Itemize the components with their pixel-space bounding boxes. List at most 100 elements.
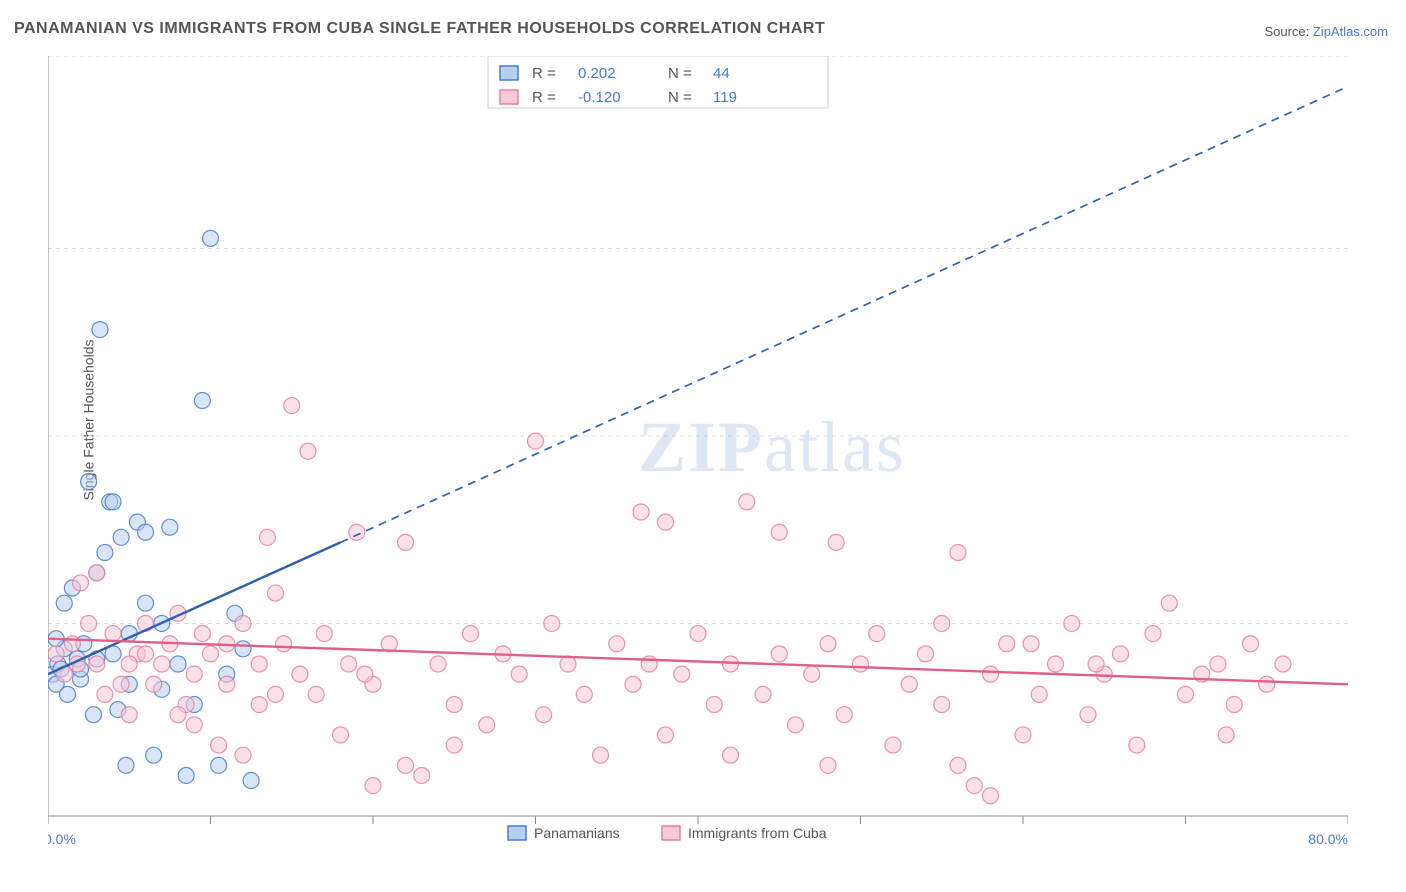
scatter-point <box>674 666 690 682</box>
scatter-point <box>60 686 76 702</box>
scatter-point <box>934 615 950 631</box>
scatter-point <box>154 656 170 672</box>
scatter-point <box>430 656 446 672</box>
scatter-point <box>138 524 154 540</box>
scatter-point <box>804 666 820 682</box>
legend-bottom-label: Panamanians <box>534 825 620 841</box>
scatter-point <box>1129 737 1145 753</box>
scatter-point <box>357 666 373 682</box>
scatter-point <box>706 697 722 713</box>
scatter-point <box>146 676 162 692</box>
scatter-point <box>235 615 251 631</box>
scatter-point <box>950 757 966 773</box>
scatter-point <box>398 757 414 773</box>
trend-line-dashed <box>341 86 1349 542</box>
scatter-point <box>97 686 113 702</box>
legend-swatch <box>500 66 518 80</box>
scatter-point <box>983 666 999 682</box>
scatter-point <box>89 656 105 672</box>
scatter-point <box>1243 636 1259 652</box>
scatter-point <box>56 595 72 611</box>
scatter-point <box>934 697 950 713</box>
scatter-point <box>885 737 901 753</box>
scatter-point <box>186 666 202 682</box>
scatter-point <box>820 636 836 652</box>
legend-bottom-swatch <box>662 826 680 840</box>
scatter-point <box>284 398 300 414</box>
scatter-point <box>528 433 544 449</box>
scatter-point <box>771 646 787 662</box>
legend-bottom-swatch <box>508 826 526 840</box>
scatter-point <box>1259 676 1275 692</box>
scatter-point <box>48 646 64 662</box>
legend-n-label: N = <box>668 65 692 82</box>
scatter-point <box>446 737 462 753</box>
scatter-point <box>836 707 852 723</box>
legend-r-label: R = <box>532 65 556 82</box>
scatter-point <box>97 545 113 561</box>
source-link[interactable]: ZipAtlas.com <box>1313 24 1388 39</box>
scatter-point <box>950 545 966 561</box>
scatter-point <box>625 676 641 692</box>
scatter-point <box>1015 727 1031 743</box>
x-max-label: 80.0% <box>1308 831 1348 846</box>
scatter-point <box>251 697 267 713</box>
scatter-point <box>658 727 674 743</box>
scatter-point <box>398 534 414 550</box>
scatter-point <box>300 443 316 459</box>
scatter-point <box>113 529 129 545</box>
scatter-point <box>544 615 560 631</box>
scatter-point <box>235 747 251 763</box>
legend-n-value: 44 <box>713 65 730 82</box>
scatter-point <box>219 676 235 692</box>
scatter-point <box>1178 686 1194 702</box>
scatter-point <box>820 757 836 773</box>
scatter-point <box>869 626 885 642</box>
scatter-point <box>243 773 259 789</box>
scatter-point <box>576 686 592 702</box>
scatter-point <box>121 707 137 723</box>
legend-n-label: N = <box>668 89 692 106</box>
scatter-point <box>203 230 219 246</box>
scatter-point <box>121 656 137 672</box>
scatter-point <box>170 707 186 723</box>
trend-line-solid <box>48 542 341 674</box>
scatter-point <box>788 717 804 733</box>
scatter-point <box>92 322 108 338</box>
scatter-point <box>560 656 576 672</box>
scatter-point <box>316 626 332 642</box>
scatter-point <box>690 626 706 642</box>
x-min-label: 0.0% <box>48 831 76 846</box>
scatter-point <box>918 646 934 662</box>
scatter-point <box>211 737 227 753</box>
legend-r-value: -0.120 <box>578 89 621 106</box>
scatter-point <box>771 524 787 540</box>
scatter-point <box>414 767 430 783</box>
scatter-point <box>138 595 154 611</box>
legend-n-value: 119 <box>713 89 737 106</box>
correlation-scatter-chart: 3.8%7.5%11.2%15.0%0.0%80.0%R =0.202N =44… <box>48 56 1348 846</box>
scatter-point <box>81 474 97 490</box>
scatter-point <box>194 626 210 642</box>
scatter-point <box>479 717 495 733</box>
legend-r-value: 0.202 <box>578 65 616 82</box>
scatter-point <box>251 656 267 672</box>
scatter-point <box>1088 656 1104 672</box>
legend-r-label: R = <box>532 89 556 106</box>
scatter-point <box>966 778 982 794</box>
scatter-point <box>593 747 609 763</box>
scatter-point <box>1145 626 1161 642</box>
scatter-point <box>1218 727 1234 743</box>
scatter-point <box>113 676 129 692</box>
scatter-point <box>259 529 275 545</box>
scatter-point <box>1080 707 1096 723</box>
scatter-point <box>658 514 674 530</box>
scatter-point <box>138 646 154 662</box>
scatter-point <box>268 686 284 702</box>
scatter-point <box>755 686 771 702</box>
scatter-point <box>292 666 308 682</box>
scatter-point <box>203 646 219 662</box>
scatter-point <box>1210 656 1226 672</box>
scatter-point <box>235 641 251 657</box>
scatter-point <box>211 757 227 773</box>
